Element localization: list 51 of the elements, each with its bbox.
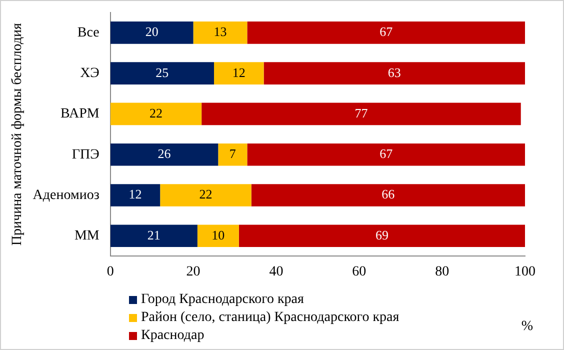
bar [264, 62, 525, 85]
bar [247, 22, 525, 44]
y-tick-label: ММ [74, 228, 100, 244]
bar [110, 62, 214, 85]
y-tick-label: ХЭ [80, 66, 100, 82]
data-label: 7 [229, 146, 236, 162]
bar [110, 184, 160, 206]
y-tick-label: Все [77, 25, 100, 40]
y-tick-label: ГПЭ [72, 147, 100, 162]
x-tick-label: 100 [514, 264, 536, 280]
bar [238, 224, 525, 248]
y-tick-label: ВАРМ [60, 106, 100, 122]
data-label: 12 [128, 186, 142, 202]
data-label: 13 [214, 24, 227, 40]
bar [251, 184, 525, 206]
x-tick-label: 40 [269, 264, 284, 280]
bar [197, 224, 239, 248]
bar [110, 224, 198, 248]
y-tick-label: Аденомиоз [32, 188, 100, 203]
data-label: 22 [199, 186, 212, 202]
bar [160, 184, 252, 206]
data-label: 66 [382, 186, 396, 202]
data-label: 26 [158, 146, 172, 162]
x-tick-label: 80 [435, 264, 450, 280]
bar [110, 143, 218, 166]
data-label: 25 [156, 64, 169, 80]
data-label: 10 [212, 227, 225, 242]
data-label: 69 [375, 227, 388, 242]
x-tick-label: 0 [106, 264, 114, 280]
x-tick-label: 60 [352, 264, 366, 280]
data-label: 63 [388, 64, 401, 80]
bar [110, 102, 202, 126]
bar [218, 143, 248, 166]
data-label: 12 [232, 64, 246, 80]
y-axis-title: Причина маточной формы бесплодия [10, 22, 26, 246]
bar [202, 102, 521, 126]
legend-label: Район (село, станица) Краснодарского края [141, 309, 400, 327]
data-label: 77 [354, 105, 368, 120]
data-label: 67 [380, 24, 394, 40]
x-axis-title: % [521, 319, 533, 335]
bar [110, 22, 194, 44]
data-label: 22 [149, 105, 162, 120]
x-tick-label: 20 [186, 264, 200, 280]
bar [247, 143, 525, 166]
data-label: 21 [147, 227, 160, 242]
data-label: 20 [145, 24, 158, 40]
bar [214, 62, 264, 85]
legend-label: Город Краснодарского края [141, 291, 304, 309]
data-label: 67 [380, 146, 394, 162]
bar [193, 22, 248, 44]
legend-label: Краснодар [141, 327, 204, 345]
